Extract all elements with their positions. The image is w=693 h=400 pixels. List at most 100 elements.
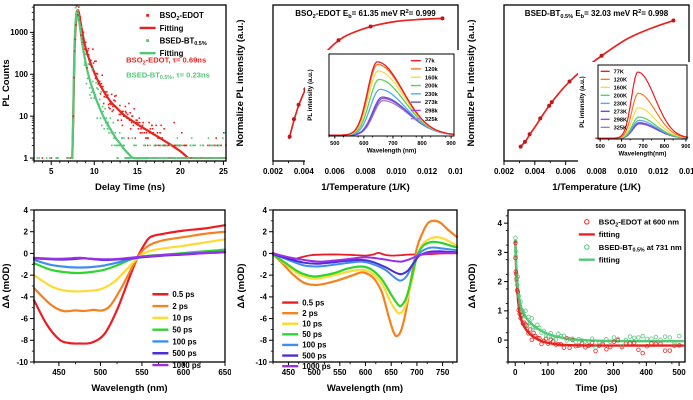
x-tick-label: 25 (219, 167, 228, 176)
x-tick-label: 550 (135, 368, 149, 377)
x-tick-label: 0.002 (263, 167, 284, 176)
x-tick-label: 0.014 (679, 167, 693, 176)
legend-label: fitting (599, 230, 620, 239)
panel-b-inset-svg: 500 600 700 800 900 Wavelength (nm) PL intensi… (307, 53, 456, 154)
legend-label: 0.5 ps (172, 290, 195, 299)
panel-e-svg: 450 500 550 600 650 700 750 -10 -8 -6 -4 -2 0 2 4 Wavel… (236, 206, 459, 394)
series-group (328, 61, 455, 136)
x-tick-label: 0.004 (294, 167, 315, 176)
series-1000-ps (272, 251, 458, 263)
y-axis-label: PL intensity (a.u.) (307, 69, 314, 120)
series-2-ps (271, 219, 459, 338)
series-100-ps (272, 246, 458, 282)
panel-a: 5 10 15 20 25 1 10 100 1000 Delay Time (ns) PL Cou… (0, 0, 231, 200)
y-axis-label: ΔA (mOD) (467, 264, 478, 309)
panel-f-svg: 0 100 200 300 400 500 0 1 2 3 4 Time (ps) ΔA (mOD) BS… (467, 209, 686, 394)
x-axis-label: 1/Temperature (1/K) (552, 182, 641, 193)
series-77k (328, 61, 455, 136)
legend: 77k 120k 160k 200k 230k 273k 298k 325k (410, 59, 439, 123)
series-0-5-ps (32, 224, 227, 345)
series-50-ps (271, 240, 459, 308)
data-point (440, 16, 445, 21)
x-axis-label: 1/Temperature (1/K) (321, 182, 410, 193)
series-10-ps (271, 236, 459, 315)
x-tick-label: 700 (410, 368, 424, 377)
x-tick-label: 500 (672, 368, 686, 377)
y-tick-label: -8 (21, 336, 29, 345)
legend-label: 77K (614, 69, 624, 75)
panel-title: BSO2-EDOT Eb= 61.35 meV R2= 0.999 (295, 9, 436, 20)
legend-label: 1000 ps (302, 362, 331, 371)
x-tick-label: 550 (333, 368, 347, 377)
legend-label: 1000 ps (172, 361, 201, 370)
data-point (538, 116, 543, 121)
x-tick-label: 500 (94, 368, 108, 377)
x-tick-label: 700 (388, 141, 397, 147)
y-tick-label: -10 (255, 358, 267, 367)
data-point (287, 134, 292, 139)
x-tick-label: 900 (446, 141, 455, 147)
x-tick-label: 900 (681, 144, 690, 150)
legend-label: 120k (425, 67, 439, 73)
y-axis-label: Normalize PL intensity (a.u.) (235, 19, 246, 146)
y-tick-label: 4 (263, 206, 268, 215)
y-tick-label: -6 (260, 314, 268, 323)
scatter-group (513, 235, 682, 356)
y-axis-label: ΔA (mOD) (1, 264, 12, 309)
legend: BSO2-EDOT Fitting BSED-BT0.5% Fitting (139, 11, 207, 58)
series-group (271, 219, 459, 338)
y-tick-label: -10 (16, 358, 28, 367)
y-tick-label: -4 (260, 293, 268, 302)
x-tick-label: 10 (90, 167, 99, 176)
x-axis-label: Wavelength(nm) (619, 150, 667, 157)
y-axis-label: ΔA (mOD) (236, 264, 247, 309)
data-point (296, 102, 301, 107)
x-tick-label: 100 (541, 368, 555, 377)
x-tick-label: 0.008 (355, 167, 376, 176)
legend-label: 500 ps (172, 349, 197, 358)
series-group (595, 71, 689, 139)
data-point (599, 53, 604, 58)
legend: 77K 120K 160K 200K 230K 273K 298K 325K (600, 69, 627, 131)
data-point (671, 18, 676, 23)
y-tick-label: 2 (24, 228, 29, 237)
x-axis-label: Delay Time (ns) (95, 182, 165, 193)
x-tick-label: 500 (307, 368, 321, 377)
x-tick-label: 750 (436, 368, 450, 377)
x-axis-label: Wavelength (nm) (367, 147, 417, 154)
y-tick-label: 0 (24, 249, 29, 258)
x-tick-label: 450 (52, 368, 66, 377)
y-tick-label: 0 (263, 249, 268, 258)
legend-label: 500 ps (302, 351, 327, 360)
axes: 5 10 15 20 25 1 10 100 1000 (10, 4, 228, 176)
x-tick-label: 15 (133, 167, 142, 176)
panel-c-inset: 500 600 700 800 900 Wavelength(nm) PL intensit… (578, 62, 690, 166)
legend-label: 230K (614, 101, 627, 107)
y-tick-label: -8 (260, 336, 268, 345)
x-tick-label: 20 (176, 167, 185, 176)
panel-e: 450 500 550 600 650 700 750 -10 -8 -6 -4 -2 0 2 4 Wavel… (231, 200, 462, 400)
legend-label: 100 ps (172, 337, 197, 346)
legend-label: 325K (614, 125, 627, 131)
data-point (527, 132, 532, 137)
y-tick-label: 1 (498, 307, 503, 316)
x-tick-label: 200 (574, 368, 588, 377)
y-tick-label: 1 (24, 154, 29, 163)
y-tick-label: 4 (498, 219, 503, 228)
legend-label: 160K (614, 85, 627, 91)
y-tick-label: 2 (498, 277, 503, 286)
data-point (336, 38, 341, 43)
series-1000-ps (32, 251, 227, 261)
x-tick-label: 600 (177, 368, 191, 377)
y-tick-label: -4 (21, 293, 29, 302)
panel-title: BSED-BT0.5% Eb= 32.03 meV R2= 0.998 (525, 9, 669, 20)
series-10-ps (32, 238, 227, 293)
axes: 500 600 700 800 900 (328, 53, 456, 147)
data-point (547, 103, 552, 108)
legend-label: 298k (425, 109, 439, 115)
x-tick-label: 600 (359, 141, 368, 147)
series-2-ps (32, 230, 227, 313)
